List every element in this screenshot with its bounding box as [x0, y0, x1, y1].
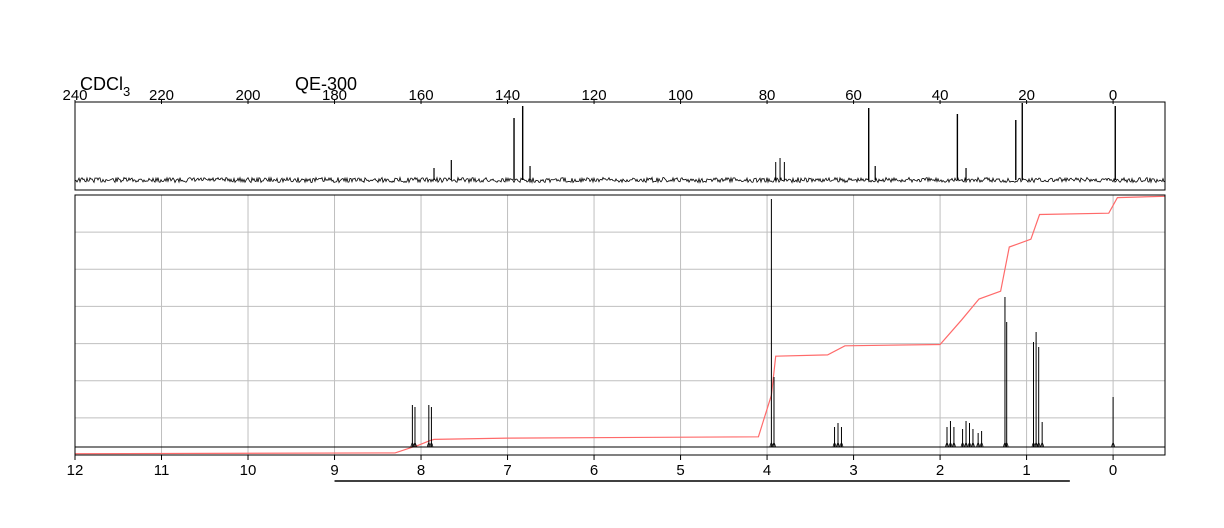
h1-integral-line — [75, 196, 1165, 453]
c13-noise — [75, 178, 1165, 183]
h1-tick-label: 1 — [1022, 462, 1030, 479]
h1-tick-label: 4 — [763, 462, 771, 479]
h1-tick-label: 6 — [590, 462, 598, 479]
h1-tick-label: 2 — [936, 462, 944, 479]
solvent-label: CDCl3 — [80, 74, 130, 99]
h1-spectrum-peaks — [75, 199, 1165, 447]
h1-grid — [75, 195, 1165, 455]
h1-tick-label: 12 — [67, 462, 84, 479]
c13-top-axis: 240220200180160140120100806040200 — [62, 87, 1117, 104]
h1-tick-label: 7 — [503, 462, 511, 479]
h1-tick-label: 8 — [417, 462, 425, 479]
h1-tick-label: 0 — [1109, 462, 1117, 479]
nmr-spectra-svg: CDCl3 QE-300 240220200180160140120100806… — [0, 0, 1224, 528]
h1-tick-label: 11 — [154, 462, 170, 479]
c13-plot-frame — [75, 102, 1165, 190]
h1-tick-label: 5 — [676, 462, 684, 479]
c13-spectrum-plot — [75, 102, 1165, 190]
h1-plot-frame — [75, 195, 1165, 455]
h1-tick-label: 3 — [849, 462, 857, 479]
h1-bottom-axis: 1211109876543210 — [67, 455, 1118, 479]
h1-tick-label: 9 — [330, 462, 338, 479]
h1-tick-label: 10 — [240, 462, 257, 479]
